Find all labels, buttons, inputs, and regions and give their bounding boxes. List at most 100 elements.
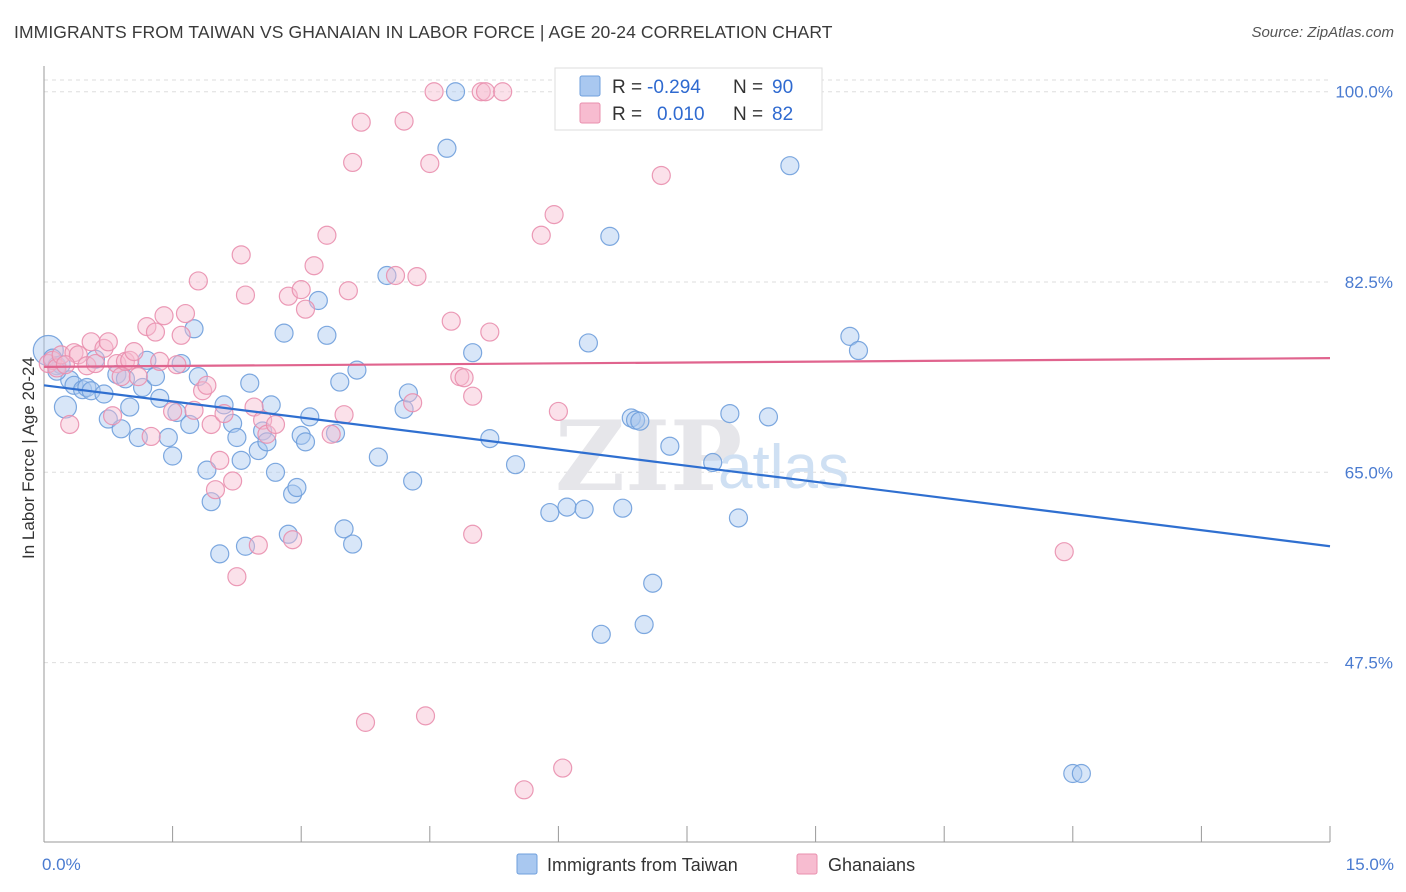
y-tick-label: 65.0% (1345, 463, 1393, 482)
taiwan-point (227, 427, 247, 448)
trend-lines (43, 357, 1331, 548)
taiwan-point (287, 477, 307, 498)
ghanaians-point (248, 535, 268, 555)
ghanaians-point (463, 524, 483, 544)
ghanaians-point (493, 82, 513, 102)
ghanaians-point (475, 82, 496, 102)
legend-n-value-ghanaians: 82 (772, 104, 793, 125)
legend: R = -0.294 N = 90 R = 0.010 N = 82 (554, 67, 823, 131)
legend-r-label-taiwan: R = (612, 77, 642, 98)
taiwan-point (848, 340, 869, 361)
taiwan-point (634, 614, 654, 635)
ghanaians-point (321, 424, 341, 444)
x-tick-labels: 0.0% 15.0% (42, 855, 1394, 874)
taiwan-point (274, 323, 294, 343)
taiwan-point (445, 82, 466, 102)
y-tick-labels: 47.5% 65.0% 82.5% 100.0% (1335, 83, 1393, 673)
taiwan-point (120, 397, 140, 417)
ghanaians-point (265, 414, 286, 435)
ghanaians-point (60, 414, 80, 435)
taiwan-point (403, 471, 423, 491)
ghanaians-point (531, 225, 551, 245)
ghanaians-point (385, 265, 406, 286)
legend-r-value-ghanaians: 0.010 (657, 104, 705, 125)
taiwan-point (317, 325, 337, 345)
ghanaians-point (514, 780, 534, 800)
ghanaians-point (201, 414, 221, 435)
ghanaians-point (163, 401, 183, 422)
taiwan-point (660, 436, 680, 456)
y-axis-label: In Labor Force | Age 20-24 (19, 357, 38, 559)
ghanaians-point (223, 471, 243, 491)
taiwan-point (210, 544, 230, 564)
y-tick-label: 47.5% (1345, 654, 1393, 673)
ghanaians-point (145, 322, 166, 342)
axes (43, 66, 1331, 843)
ghanaians-point (338, 281, 358, 301)
ghanaians-point (205, 480, 226, 500)
ghanaians-point (394, 111, 414, 131)
legend-r-label-ghanaians: R = (612, 104, 642, 125)
ghanaians-point (171, 325, 191, 345)
taiwan-point (505, 455, 526, 475)
taiwan-point (398, 383, 418, 403)
taiwan-point (330, 372, 350, 392)
watermark-atlas: atlas (718, 433, 849, 502)
taiwan-point (600, 226, 620, 246)
taiwan-point (163, 446, 183, 466)
watermark: ZIP atlas (555, 400, 849, 513)
ghanaians-point (85, 353, 106, 374)
ghanaians-point (343, 152, 363, 173)
taiwan-trend-line (43, 384, 1331, 548)
taiwan-point (574, 499, 594, 519)
data-points (32, 82, 1091, 800)
taiwan-point (158, 427, 178, 448)
ghanaians-point (544, 205, 564, 225)
ghanaians-point (420, 153, 440, 174)
taiwan-point (728, 508, 749, 528)
taiwan-point (180, 414, 200, 435)
ghanaians-point (231, 245, 251, 265)
y-tick-label: 82.5% (1345, 273, 1393, 292)
taiwan-point (265, 462, 286, 482)
taiwan-point (295, 432, 316, 452)
taiwan-point (197, 460, 217, 480)
taiwan-point (630, 411, 650, 431)
ghanaians-trend-line (43, 357, 1331, 368)
ghanaians-point (351, 112, 371, 132)
taiwan-point (53, 395, 78, 419)
ghanaians-point (651, 165, 671, 186)
y-tick-label: 100.0% (1335, 83, 1393, 102)
ghanaians-point (188, 271, 208, 291)
taiwan-point (480, 429, 500, 449)
ghanaians-point (128, 367, 148, 387)
bottom-legend-swatch-ghanaians (796, 853, 818, 875)
legend-r-value-taiwan: -0.294 (647, 77, 701, 98)
taiwan-point (437, 138, 457, 158)
taiwan-point (201, 492, 221, 512)
ghanaians-point (471, 82, 491, 102)
ghanaians-point (55, 355, 76, 375)
bottom-legend-swatch-taiwan (516, 853, 538, 875)
ghanaians-point (141, 426, 161, 447)
ghanaians-point (175, 303, 196, 324)
ghanaians-point (291, 280, 311, 300)
chart-source: Source: ZipAtlas.com (1251, 24, 1394, 41)
taiwan-point (591, 624, 611, 644)
legend-n-value-taiwan: 90 (772, 77, 793, 98)
taiwan-point (343, 534, 363, 554)
ghanaians-point (120, 350, 140, 370)
legend-swatch-taiwan (579, 75, 601, 97)
ghanaians-point (441, 311, 461, 331)
taiwan-point (231, 450, 251, 470)
ghanaians-point (304, 256, 324, 276)
taiwan-point (334, 519, 354, 539)
ghanaians-point (253, 410, 273, 430)
legend-n-label-taiwan: N = (733, 77, 763, 98)
legend-swatch-ghanaians (579, 102, 601, 124)
taiwan-point (368, 447, 388, 467)
legend-n-label-ghanaians: N = (733, 104, 763, 125)
ghanaians-point (480, 322, 500, 342)
ghanaians-point (415, 706, 436, 726)
